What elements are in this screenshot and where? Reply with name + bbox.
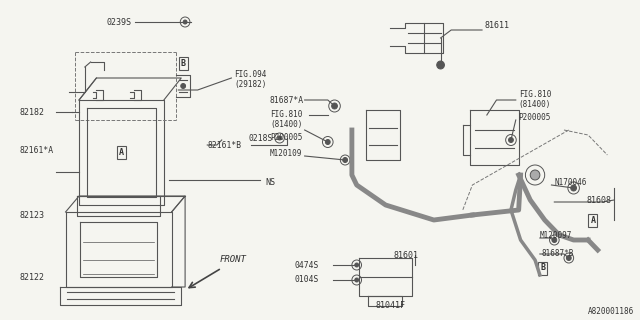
Text: A: A [590,215,595,225]
Text: 81687*A: 81687*A [270,95,304,105]
Text: P200005: P200005 [270,132,302,141]
Circle shape [183,20,187,24]
FancyBboxPatch shape [588,213,598,227]
Circle shape [509,138,513,142]
Text: 82161*B: 82161*B [207,140,241,149]
Text: (81400): (81400) [518,100,551,108]
Text: 82182: 82182 [19,108,44,116]
Text: A: A [119,148,124,156]
Text: 81687*B: 81687*B [542,249,574,258]
Circle shape [343,157,348,163]
Circle shape [566,255,572,260]
Text: 81611: 81611 [485,20,510,29]
Text: (81400): (81400) [270,119,302,129]
Circle shape [325,140,330,145]
Circle shape [571,185,577,191]
Text: M120097: M120097 [540,230,572,239]
Text: A820001186: A820001186 [588,308,634,316]
Text: 82123: 82123 [19,211,44,220]
Text: 81601: 81601 [394,251,419,260]
Text: 81608: 81608 [586,196,611,204]
Circle shape [278,136,282,140]
Text: 82161*A: 82161*A [19,146,53,155]
Text: 0218S: 0218S [249,133,273,142]
Text: M120109: M120109 [270,148,302,157]
Text: 0474S: 0474S [294,260,319,269]
Text: B: B [540,263,545,273]
Circle shape [355,278,358,282]
FancyBboxPatch shape [117,146,126,158]
Circle shape [436,61,444,69]
FancyBboxPatch shape [538,261,547,275]
Text: (29182): (29182) [234,79,267,89]
Circle shape [332,103,337,109]
Text: B: B [180,59,186,68]
FancyBboxPatch shape [179,57,188,69]
Circle shape [552,237,557,243]
Text: 82122: 82122 [19,274,44,283]
Text: 0239S: 0239S [106,18,131,27]
Text: FIG.810: FIG.810 [518,90,551,99]
Text: FIG.094: FIG.094 [234,69,267,78]
Text: 81041F: 81041F [376,300,406,309]
Text: FRONT: FRONT [220,255,246,264]
Text: NS: NS [265,178,275,187]
Text: N170046: N170046 [554,178,587,187]
Text: 0104S: 0104S [294,276,319,284]
Text: FIG.810: FIG.810 [270,109,302,118]
Text: P200005: P200005 [518,113,551,122]
Circle shape [180,84,186,89]
Circle shape [530,170,540,180]
Circle shape [355,263,358,267]
